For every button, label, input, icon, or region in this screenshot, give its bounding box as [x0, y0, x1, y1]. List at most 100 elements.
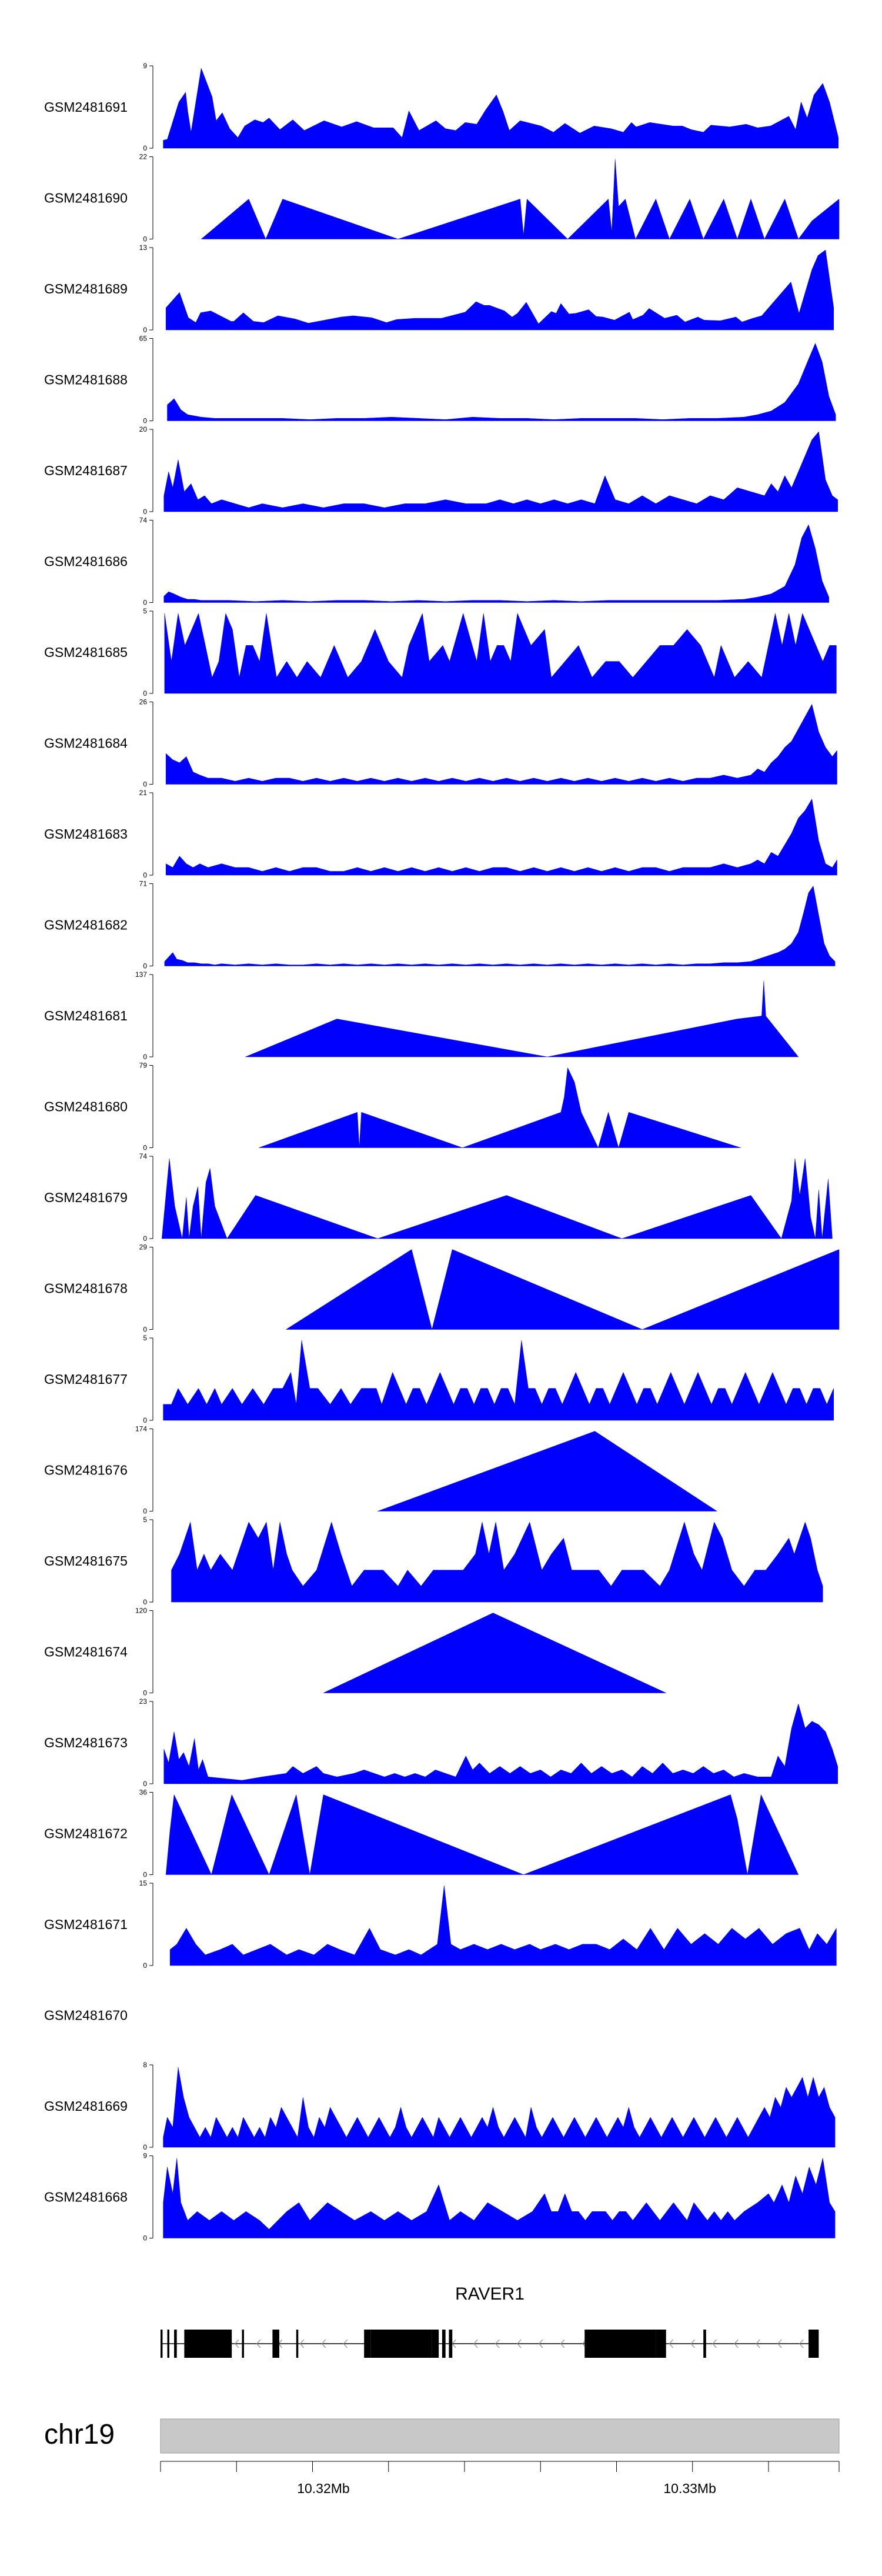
y-min-label: 0: [143, 1326, 147, 1334]
strand-arrow: [235, 2339, 239, 2348]
y-max-label: 13: [139, 243, 148, 252]
exon: [442, 2330, 446, 2358]
y-max-label: 74: [139, 516, 148, 525]
track-label: GSM2481676: [44, 1463, 128, 1478]
strand-arrow: [539, 2339, 543, 2348]
strand-arrow: [256, 2339, 261, 2348]
track-GSM2481674: GSM2481674 120 0: [44, 1607, 666, 1697]
coverage-area: [245, 980, 799, 1057]
y-min-label: 0: [143, 2234, 147, 2243]
strand-arrow: [473, 2339, 478, 2348]
coverage-area: [165, 249, 834, 331]
y-max-label: 29: [139, 1243, 148, 1252]
y-min-label: 0: [143, 1780, 147, 1788]
track-label: GSM2481668: [44, 2190, 128, 2205]
y-min-label: 0: [143, 1961, 147, 1970]
track-label: GSM2481675: [44, 1553, 128, 1569]
coverage-area: [165, 704, 837, 785]
y-min-label: 0: [143, 599, 147, 607]
y-max-label: 15: [139, 1879, 148, 1887]
y-min-label: 0: [143, 689, 147, 698]
track-GSM2481688: GSM2481688 65 0: [44, 335, 836, 425]
track-label: GSM2481683: [44, 826, 128, 842]
y-max-label: 5: [143, 607, 147, 615]
track-GSM2481679: GSM2481679 74 0: [44, 1152, 833, 1243]
y-max-label: 21: [139, 789, 148, 797]
track-GSM2481689: GSM2481689 13 0: [44, 243, 834, 334]
track-GSM2481687: GSM2481687 20 0: [44, 425, 838, 516]
track-label: GSM2481672: [44, 1826, 128, 1841]
track-GSM2481683: GSM2481683 21 0: [44, 789, 837, 879]
exon: [432, 2330, 439, 2358]
exon: [703, 2330, 706, 2358]
y-min-label: 0: [143, 235, 147, 243]
coverage-area: [377, 1431, 717, 1511]
track-label: GSM2481671: [44, 1917, 128, 1932]
track-GSM2481681: GSM2481681 137 0: [44, 970, 799, 1061]
track-label: GSM2481691: [44, 99, 128, 115]
track-label: GSM2481670: [44, 2008, 128, 2023]
coverage-area: [163, 2067, 836, 2148]
coverage-area: [163, 431, 838, 512]
coverage-area: [323, 1613, 666, 1693]
exon: [584, 2330, 656, 2358]
track-label: GSM2481669: [44, 2098, 128, 2114]
strand-arrow: [343, 2339, 348, 2348]
y-max-label: 26: [139, 698, 148, 706]
y-min-label: 0: [143, 871, 147, 879]
coverage-area: [165, 1794, 799, 1875]
track-label: GSM2481687: [44, 463, 128, 478]
track-label: GSM2481685: [44, 645, 128, 660]
track-label: GSM2481674: [44, 1644, 128, 1660]
exon: [370, 2330, 432, 2358]
coverage-area: [259, 1067, 741, 1148]
track-GSM2481675: GSM2481675 5 0: [44, 1516, 823, 1606]
y-min-label: 0: [143, 1144, 147, 1152]
coverage-area: [286, 1249, 840, 1330]
strand-arrow: [690, 2339, 695, 2348]
coverage-area: [162, 1158, 833, 1239]
track-label: GSM2481673: [44, 1735, 128, 1750]
coverage-area: [163, 2158, 836, 2238]
y-min-label: 0: [143, 1689, 147, 1697]
chromosome-bar: [160, 2418, 840, 2454]
track-GSM2481668: GSM2481668 9 0: [44, 2152, 836, 2243]
strand-arrow: [799, 2339, 804, 2348]
exon: [174, 2330, 177, 2358]
y-min-label: 0: [143, 1507, 147, 1516]
track-GSM2481678: GSM2481678 29 0: [44, 1243, 840, 1334]
coverage-area: [164, 613, 837, 694]
track-GSM2481676: GSM2481676 174 0: [44, 1425, 717, 1516]
strand-arrow: [669, 2339, 673, 2348]
track-label: GSM2481682: [44, 917, 128, 933]
strand-arrow: [734, 2339, 739, 2348]
exon: [242, 2330, 244, 2358]
y-min-label: 0: [143, 1598, 147, 1606]
track-GSM2481670: GSM2481670: [44, 2008, 128, 2023]
genome-axis: 10.32Mb 10.33Mb: [160, 2461, 840, 2496]
coverage-area: [165, 799, 837, 876]
exon: [296, 2330, 299, 2358]
strand-arrow: [560, 2339, 565, 2348]
y-min-label: 0: [143, 326, 147, 334]
exon: [808, 2330, 819, 2358]
y-max-label: 174: [135, 1425, 147, 1433]
exon: [449, 2330, 453, 2358]
track-label: GSM2481686: [44, 554, 128, 569]
y-max-label: 22: [139, 153, 148, 161]
coverage-area: [167, 343, 836, 421]
track-GSM2481690: GSM2481690 22 0: [44, 153, 840, 243]
y-min-label: 0: [143, 508, 147, 516]
y-max-label: 20: [139, 425, 148, 433]
y-max-label: 9: [143, 62, 147, 70]
y-max-label: 120: [135, 1607, 147, 1615]
strand-arrow: [299, 2339, 305, 2348]
exon: [656, 2330, 666, 2358]
coverage-area: [163, 1703, 838, 1784]
coverage-area: [169, 1885, 837, 1966]
coverage-area: [163, 68, 839, 149]
track-label: GSM2481684: [44, 736, 128, 751]
y-min-label: 0: [143, 144, 147, 152]
track-label: GSM2481679: [44, 1190, 128, 1205]
track-label: GSM2481688: [44, 372, 128, 388]
